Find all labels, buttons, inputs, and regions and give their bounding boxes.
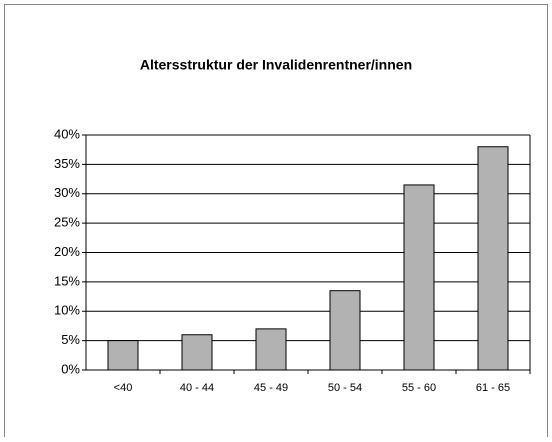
x-tick-label: 40 - 44 [180, 382, 214, 394]
y-tick-label: 5% [61, 332, 80, 347]
x-tick-label: <40 [114, 382, 133, 394]
bar [329, 290, 361, 371]
chart-title: Altersstruktur der Invalidenrentner/inne… [140, 57, 412, 73]
y-tick-label: 35% [54, 156, 80, 171]
x-tick-label: 50 - 54 [328, 382, 362, 394]
x-tick-label: 61 - 65 [476, 382, 510, 394]
bar [107, 340, 139, 371]
y-tick-label: 15% [54, 273, 80, 288]
bar [181, 334, 213, 371]
x-tick-label: 45 - 49 [254, 382, 288, 394]
y-tick-label: 20% [54, 244, 80, 259]
bar [403, 184, 435, 371]
y-tick-label: 40% [54, 126, 80, 141]
y-tick-label: 25% [54, 215, 80, 230]
y-tick-label: 10% [54, 303, 80, 318]
bar [255, 328, 287, 371]
y-tick-label: 30% [54, 185, 80, 200]
bar [477, 146, 509, 371]
x-tick-label: 55 - 60 [402, 382, 436, 394]
y-tick-label: 0% [61, 361, 80, 376]
